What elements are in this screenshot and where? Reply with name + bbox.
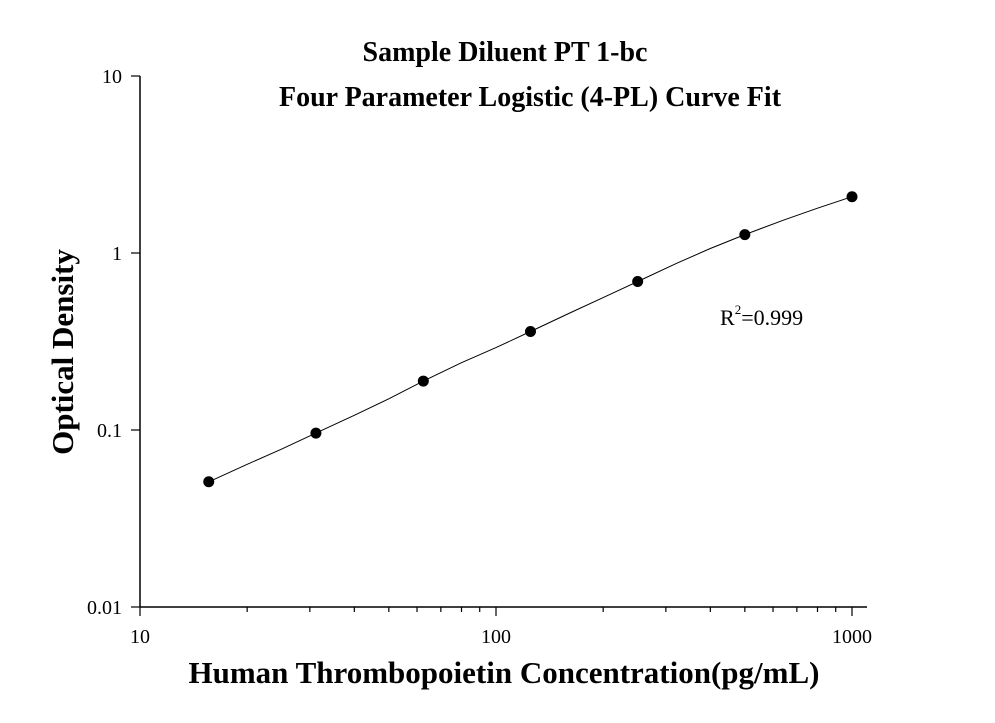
y-tick-label: 1 (112, 243, 122, 265)
chart-subtitle: Four Parameter Logistic (4-PL) Curve Fit (279, 82, 782, 113)
r-squared-exponent: 2 (735, 302, 742, 317)
y-tick-label: 10 (102, 66, 122, 88)
y-axis-ticks: 0.01 0.1 1 10 (87, 66, 140, 619)
x-tick-label: 100 (481, 626, 511, 648)
r-squared-annotation: R2=0.999 (720, 302, 803, 330)
x-tick-label: 10 (130, 626, 150, 648)
data-point (310, 427, 322, 439)
y-tick-label: 0.1 (97, 420, 122, 442)
chart-title: Sample Diluent PT 1-bc (363, 37, 648, 68)
plot-axes (139, 76, 867, 608)
data-point (203, 476, 215, 488)
x-tick-label: 1000 (832, 626, 872, 648)
fit-curve-line (208, 196, 853, 483)
r-squared-symbol: R (720, 305, 735, 330)
r-squared-value: =0.999 (741, 305, 803, 330)
x-axis-ticks: 10 100 1000 (130, 607, 872, 648)
data-point (846, 191, 858, 203)
data-point (417, 375, 429, 387)
y-tick-label: 0.01 (87, 597, 122, 619)
data-points (203, 191, 858, 488)
x-axis-label: Human Thrombopoietin Concentration(pg/mL… (189, 655, 820, 690)
y-axis-label: Optical Density (45, 249, 80, 455)
data-point (632, 276, 644, 288)
data-point (524, 326, 536, 338)
data-point (739, 229, 751, 241)
